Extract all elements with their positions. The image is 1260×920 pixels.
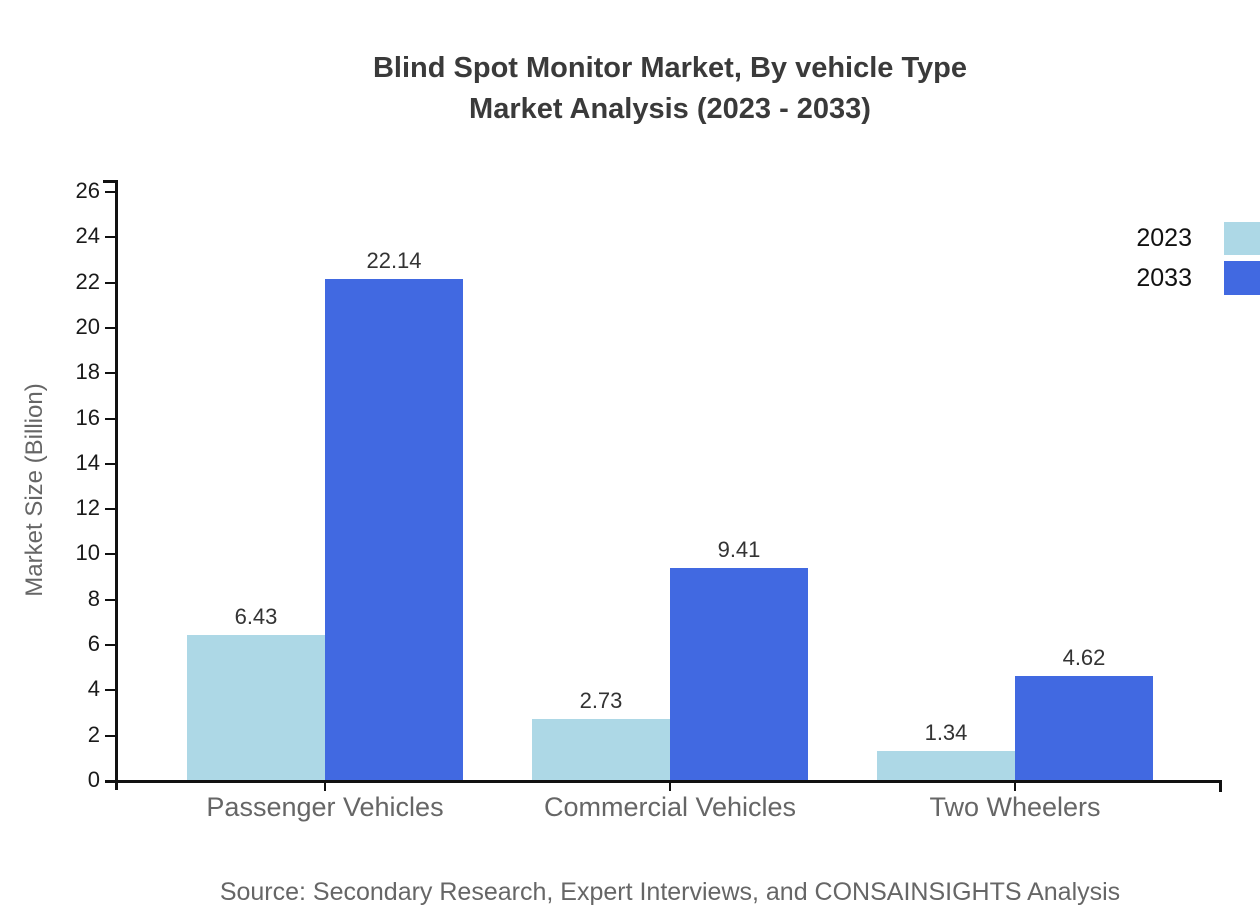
y-axis-tick: [105, 236, 115, 239]
bar-value-label: 6.43: [234, 604, 278, 630]
y-axis-tick: [105, 553, 115, 556]
x-category-label: Passenger Vehicles: [206, 792, 444, 822]
legend-label-2033: 2033: [1136, 264, 1192, 292]
x-axis-tick: [1014, 783, 1016, 791]
y-axis-line: [115, 180, 118, 790]
x-axis-tick: [324, 783, 326, 791]
y-axis-tick-label: 2: [87, 721, 100, 747]
x-category-label: Commercial Vehicles: [543, 792, 797, 822]
y-axis-tick: [105, 326, 115, 329]
y-axis-tick: [105, 734, 115, 737]
y-axis-tick: [105, 372, 115, 375]
bar-value-label: 1.34: [924, 719, 968, 745]
y-axis-tick-label: 0: [87, 767, 100, 792]
y-axis-tick-label: 8: [87, 585, 100, 611]
y-axis-tick: [105, 508, 115, 511]
y-axis-tick-label: 14: [75, 449, 100, 475]
y-axis-tick-label: 24: [75, 223, 100, 249]
y-axis-top-cap: [103, 180, 115, 183]
chart-title-line-2: Market Analysis (2023 - 2033): [469, 93, 871, 125]
chart-title-line-1: Blind Spot Monitor Market, By vehicle Ty…: [372, 52, 968, 84]
y-axis-tick-label: 6: [87, 631, 100, 657]
y-axis-tick: [105, 191, 115, 193]
bar-2033-1: [325, 279, 463, 781]
y-axis-tick-label: 22: [75, 268, 100, 294]
bar-value-label: 2.73: [579, 688, 623, 714]
y-axis-tick-label: 18: [75, 359, 100, 385]
source-attribution: Source: Secondary Research, Expert Inter…: [219, 878, 1121, 906]
y-axis-tick: [105, 689, 115, 692]
y-axis-tick: [105, 598, 115, 601]
x-category-label: Two Wheelers: [929, 792, 1101, 822]
y-axis-tick: [105, 281, 115, 284]
y-axis-tick-label: 10: [75, 540, 100, 566]
y-axis-tick-label: 4: [87, 676, 100, 702]
bar-2023-3: [877, 750, 1015, 781]
y-axis-tick-label: 12: [75, 495, 100, 521]
bar-2023-2: [532, 719, 670, 781]
y-axis-tick-label: 20: [75, 313, 100, 339]
y-axis-tick: [105, 462, 115, 465]
bar-2023-1: [187, 635, 325, 781]
x-axis-tick: [669, 783, 671, 791]
x-axis-end-cap: [1219, 783, 1222, 792]
y-axis-tick-label: 16: [75, 404, 100, 430]
legend-swatch-2033-icon: [1224, 261, 1260, 295]
legend-swatch-2023-icon: [1224, 222, 1260, 255]
chart-title: Blind Spot Monitor Market, By vehicle Ty…: [80, 48, 1260, 130]
bar-2033-3: [1015, 676, 1153, 781]
bar-value-label: 9.41: [717, 536, 761, 562]
y-axis-tick-label: 26: [75, 178, 100, 203]
bar-value-label: 4.62: [1062, 645, 1106, 671]
bar-2033-2: [670, 567, 808, 781]
legend-label-2023: 2023: [1136, 224, 1192, 252]
bar-value-label: 22.14: [366, 248, 422, 274]
y-axis-tick: [105, 644, 115, 647]
y-axis-tick: [105, 417, 115, 420]
x-axis-line: [105, 780, 1222, 783]
